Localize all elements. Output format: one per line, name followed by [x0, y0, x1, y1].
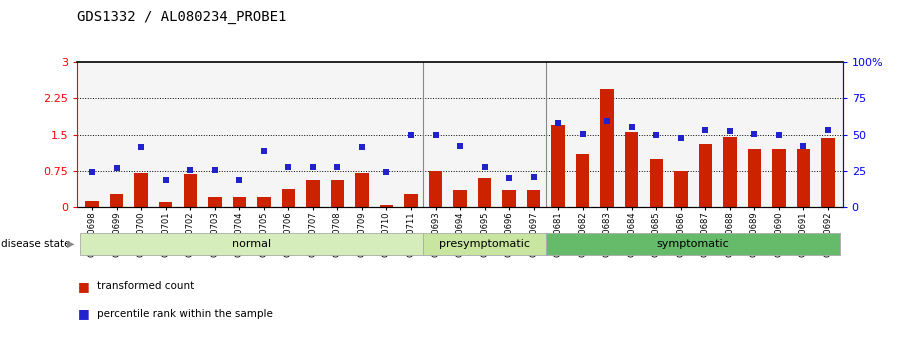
Bar: [331, 180, 344, 207]
Text: GDS1332 / AL080234_PROBE1: GDS1332 / AL080234_PROBE1: [77, 10, 287, 24]
Point: [576, 131, 590, 136]
Point: [649, 132, 663, 137]
Bar: [306, 180, 320, 207]
Bar: [551, 125, 565, 207]
Point: [821, 127, 835, 132]
Bar: [600, 89, 614, 207]
Bar: [454, 190, 466, 207]
Bar: [159, 202, 172, 207]
Point: [134, 144, 148, 149]
Point: [551, 121, 566, 126]
Point: [673, 136, 688, 141]
Bar: [502, 190, 516, 207]
Bar: [674, 171, 688, 207]
Point: [698, 127, 712, 132]
Bar: [546, 233, 840, 255]
Point: [428, 132, 443, 137]
Point: [159, 178, 173, 183]
Point: [502, 175, 517, 181]
Bar: [797, 149, 810, 207]
Point: [354, 144, 369, 149]
Text: ■: ■: [77, 307, 89, 321]
Text: transformed count: transformed count: [97, 282, 195, 291]
Text: disease state: disease state: [1, 239, 70, 249]
Point: [453, 143, 467, 148]
Point: [747, 131, 762, 136]
Point: [477, 164, 492, 170]
Bar: [773, 149, 785, 207]
Point: [232, 178, 247, 183]
Point: [257, 149, 271, 154]
Bar: [576, 154, 589, 207]
Bar: [80, 233, 424, 255]
Bar: [232, 197, 246, 207]
Point: [404, 132, 418, 137]
Text: symptomatic: symptomatic: [657, 239, 730, 249]
Bar: [380, 205, 394, 207]
Bar: [650, 159, 663, 207]
Bar: [183, 174, 197, 207]
Point: [305, 165, 320, 170]
Bar: [110, 194, 123, 207]
Bar: [723, 137, 737, 207]
Point: [379, 169, 394, 175]
Bar: [208, 197, 221, 207]
Text: normal: normal: [232, 239, 271, 249]
Point: [208, 167, 222, 172]
Bar: [135, 173, 148, 207]
Bar: [429, 171, 442, 207]
Bar: [257, 197, 271, 207]
Bar: [699, 144, 712, 207]
Bar: [281, 189, 295, 207]
Text: presymptomatic: presymptomatic: [439, 239, 530, 249]
Bar: [424, 233, 546, 255]
Point: [722, 128, 737, 134]
Point: [330, 164, 344, 170]
Point: [281, 165, 296, 170]
Bar: [355, 173, 369, 207]
Point: [772, 132, 786, 137]
Point: [624, 125, 639, 130]
Bar: [821, 138, 834, 207]
Bar: [748, 149, 761, 207]
Point: [109, 166, 124, 171]
Point: [600, 118, 615, 124]
Bar: [625, 132, 639, 207]
Text: ■: ■: [77, 280, 89, 293]
Text: percentile rank within the sample: percentile rank within the sample: [97, 309, 273, 319]
Point: [796, 143, 811, 148]
Bar: [86, 201, 99, 207]
Bar: [404, 194, 418, 207]
Point: [183, 168, 198, 173]
Bar: [527, 190, 540, 207]
Text: ▶: ▶: [67, 239, 75, 249]
Bar: [478, 178, 491, 207]
Point: [527, 174, 541, 180]
Point: [85, 169, 99, 175]
